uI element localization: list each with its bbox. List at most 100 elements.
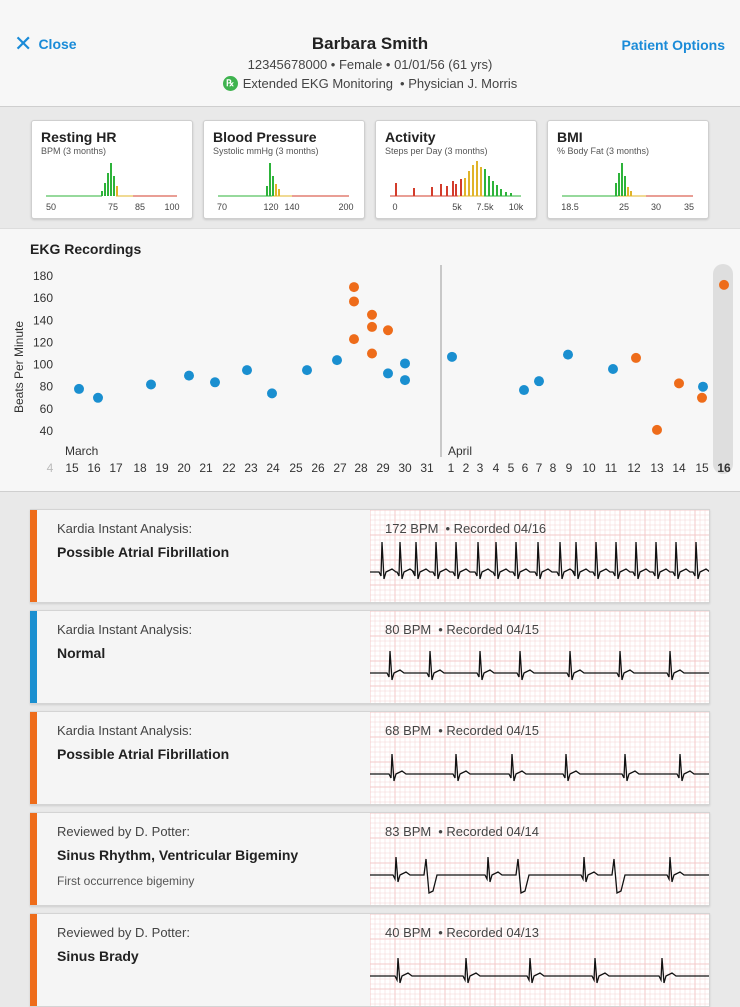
ekg-data-point[interactable] <box>184 370 194 381</box>
y-tick-label: 120 <box>33 335 53 349</box>
x-tick-label: 8 <box>550 461 557 475</box>
ekg-data-point[interactable] <box>631 352 641 363</box>
ekg-data-point[interactable] <box>332 355 342 366</box>
tick-label: 50 <box>46 202 56 212</box>
x-tick-label: 25 <box>289 461 303 475</box>
diagnosis: Sinus Rhythm, Ventricular Bigeminy <box>57 847 299 863</box>
y-tick-label: 40 <box>40 424 54 438</box>
x-tick-label: 28 <box>354 461 368 475</box>
tick-label: 0 <box>392 202 397 212</box>
ekg-data-point[interactable] <box>400 375 410 386</box>
tick-label: 140 <box>284 202 299 212</box>
diagnosis: Sinus Brady <box>57 948 139 964</box>
card-subtitle: Systolic mmHg (3 months) <box>213 146 319 156</box>
card-blood-pressure[interactable]: Blood Pressure Systolic mmHg (3 months) … <box>203 120 365 219</box>
ekg-data-point[interactable] <box>242 365 252 376</box>
ekg-data-point[interactable] <box>367 309 377 320</box>
histogram-blood-pressure: 70 120 140 200 <box>217 163 354 212</box>
card-resting-hr[interactable]: Resting HR BPM (3 months) 50 75 85 100 <box>31 120 193 219</box>
card-title: BMI <box>557 129 583 145</box>
ekg-data-point[interactable] <box>400 358 410 369</box>
x-tick-label: 11 <box>605 461 618 475</box>
ekg-data-point[interactable] <box>519 385 529 396</box>
x-tick-label: 1 <box>448 461 455 475</box>
recording-card[interactable]: Kardia Instant Analysis: Possible Atrial … <box>30 509 710 603</box>
ekg-strip[interactable] <box>370 712 709 804</box>
ekg-data-point[interactable] <box>93 392 103 403</box>
ekg-chart-title: EKG Recordings <box>30 241 142 257</box>
ekg-strip[interactable] <box>370 510 709 602</box>
ekg-data-point[interactable] <box>383 368 393 379</box>
ekg-strip[interactable] <box>370 611 709 703</box>
diagnosis: Possible Atrial Fibrillation <box>57 544 230 560</box>
tick-label: 5k <box>452 202 462 212</box>
prescription-icon: ℞ <box>222 76 238 91</box>
x-tick-label: 21 <box>199 461 213 475</box>
x-tick-label: 3 <box>477 461 484 475</box>
ekg-data-point[interactable] <box>210 377 220 388</box>
ekg-data-point[interactable] <box>146 379 156 390</box>
x-tick-label: 22 <box>222 461 236 475</box>
ekg-strip[interactable] <box>370 813 709 905</box>
ekg-data-point[interactable] <box>367 321 377 332</box>
card-title: Activity <box>385 129 436 145</box>
patient-options-button[interactable]: Patient Options <box>621 37 725 53</box>
ekg-data-point[interactable] <box>383 325 393 336</box>
ekg-data-point[interactable] <box>698 381 708 392</box>
x-tick-label: 18 <box>133 461 147 475</box>
ekg-data-point[interactable] <box>349 282 359 293</box>
close-button[interactable]: ✕ Close <box>14 33 77 55</box>
ekg-data-point[interactable] <box>608 364 618 374</box>
recording-card[interactable]: Reviewed by D. Potter: Sinus Rhythm, Vent… <box>30 812 710 906</box>
x-tick-label: 31 <box>420 461 434 475</box>
ekg-data-point[interactable] <box>697 392 707 403</box>
ekg-data-point[interactable] <box>652 424 662 435</box>
analysis-source: Reviewed by D. Potter: <box>57 824 190 839</box>
ekg-data-point[interactable] <box>74 383 84 394</box>
ekg-data-point[interactable] <box>349 334 359 345</box>
ekg-data-point[interactable] <box>302 365 312 376</box>
status-bar <box>30 712 37 804</box>
x-tick-label: 20 <box>177 461 191 475</box>
ekg-strip-graph <box>370 510 709 602</box>
tick-label: 35 <box>684 202 694 212</box>
y-tick-label: 100 <box>33 358 53 372</box>
ekg-data-point[interactable] <box>447 351 457 362</box>
ekg-data-point[interactable] <box>563 349 573 360</box>
card-bmi[interactable]: BMI % Body Fat (3 months) 18.5 25 30 35 <box>547 120 709 219</box>
recording-meta: 80 BPM • Recorded 04/15 <box>385 622 539 637</box>
x-tick-label: 17 <box>109 461 123 475</box>
ekg-data-point[interactable] <box>719 279 729 290</box>
bpm-value: 80 BPM <box>385 622 432 637</box>
x-tick-label: 30 <box>398 461 412 475</box>
recording-card[interactable]: Kardia Instant Analysis: Normal 80 BPM • Re… <box>30 610 710 704</box>
x-tick-label: 9 <box>566 461 573 475</box>
tick-label: 120 <box>263 202 278 212</box>
recording-meta: 40 BPM • Recorded 04/13 <box>385 925 539 940</box>
scroll-thumb[interactable] <box>713 264 733 474</box>
card-activity[interactable]: Activity Steps per Day (3 months) <box>375 120 537 219</box>
close-label: Close <box>38 36 77 52</box>
recorded-date: • Recorded 04/15 <box>438 723 539 738</box>
ekg-data-point[interactable] <box>349 296 359 307</box>
x-tick-label: 24 <box>266 461 280 475</box>
histogram-resting-hr: 50 75 85 100 <box>46 163 180 212</box>
ekg-data-point[interactable] <box>674 378 684 389</box>
x-tick-label: 16 <box>717 461 731 475</box>
recording-card[interactable]: Reviewed by D. Potter: Sinus Brady 40 BPM •… <box>30 913 710 1007</box>
card-subtitle: BPM (3 months) <box>41 146 107 156</box>
recorded-date: • Recorded 04/13 <box>438 925 539 940</box>
ekg-data-point[interactable] <box>534 376 544 387</box>
monitoring-program: Extended EKG Monitoring <box>242 76 394 91</box>
ekg-strip-graph <box>370 813 709 905</box>
tick-label: 100 <box>164 202 179 212</box>
ekg-data-point[interactable] <box>367 348 377 359</box>
patient-name: Barbara Smith <box>311 34 429 53</box>
y-tick-label: 60 <box>40 402 54 416</box>
recording-card[interactable]: Kardia Instant Analysis: Possible Atrial … <box>30 711 710 805</box>
bpm-value: 83 BPM <box>385 824 432 839</box>
ekg-data-point[interactable] <box>267 388 277 399</box>
status-bar <box>30 510 37 602</box>
x-tick-label: 2 <box>463 461 470 475</box>
